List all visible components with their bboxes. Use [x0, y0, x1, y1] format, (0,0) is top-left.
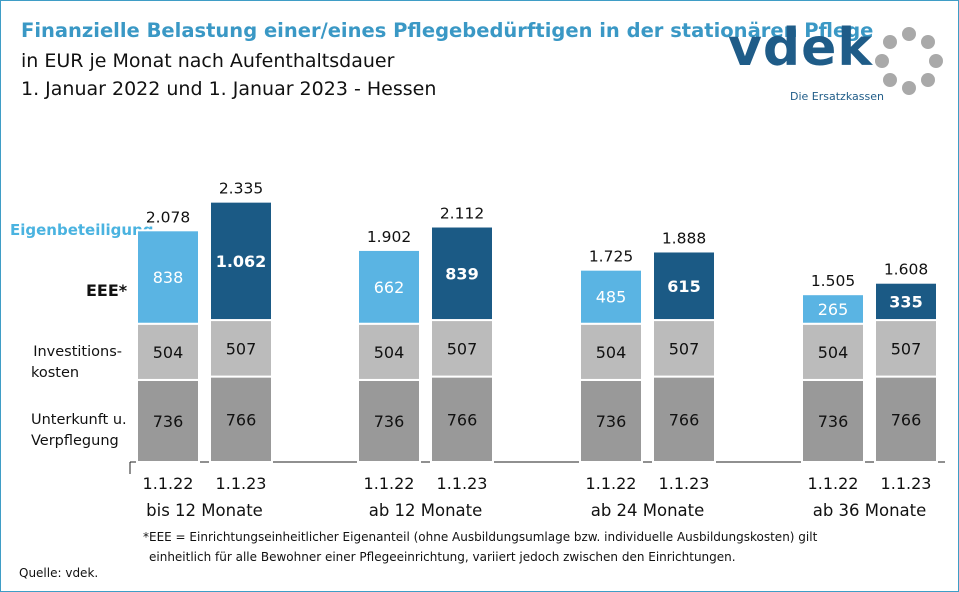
data-label-unterkunft: 766 — [447, 410, 478, 429]
source-note: Quelle: vdek. — [19, 566, 99, 580]
data-label-unterkunft: 736 — [374, 412, 405, 431]
data-label-investition: 507 — [891, 339, 922, 358]
data-label-investition: 507 — [669, 339, 700, 358]
label-unt-line2: Verpflegung — [31, 433, 119, 449]
x-group-label: ab 24 Monate — [591, 501, 705, 520]
bar-segment-unterkunft — [209, 375, 273, 463]
x-group-label: bis 12 Monate — [146, 501, 263, 520]
bar-segment-investition — [579, 322, 643, 381]
x-tick-label-date: 1.1.23 — [881, 474, 932, 493]
data-label-total: 2.078 — [146, 208, 190, 226]
footnote-line1: *EEE = Einrichtungseinheitlicher Eigenan… — [143, 530, 818, 544]
data-label-total: 2.112 — [440, 205, 484, 223]
bar-segment-investition — [874, 319, 938, 378]
data-label-total: 1.505 — [811, 272, 855, 290]
bar-segment-unterkunft — [801, 378, 865, 464]
label-eigenbeteiligung: Eigenbeteiligung — [10, 221, 154, 239]
data-label-eee: 615 — [667, 277, 700, 296]
bar-segment-unterkunft — [874, 375, 938, 463]
x-tick-label-date: 1.1.23 — [659, 474, 710, 493]
bar-segment-eee — [579, 268, 643, 325]
bar-segment-eee — [357, 248, 421, 325]
data-label-investition: 507 — [226, 339, 257, 358]
label-inv-line2: kosten — [31, 365, 80, 381]
footnote-line2: einheitlich für alle Bewohner einer Pfle… — [149, 550, 736, 564]
data-label-unterkunft: 736 — [818, 412, 849, 431]
bar-segment-eee — [874, 281, 938, 322]
bar-segment-eee — [136, 229, 200, 325]
data-label-unterkunft: 736 — [153, 412, 184, 431]
data-label-unterkunft: 736 — [596, 412, 627, 431]
data-label-investition: 504 — [596, 343, 627, 362]
data-label-investition: 504 — [153, 343, 184, 362]
x-group-label: ab 12 Monate — [369, 501, 483, 520]
data-label-unterkunft: 766 — [891, 410, 922, 429]
data-label-eee: 662 — [374, 278, 405, 297]
data-label-investition: 507 — [447, 339, 478, 358]
data-label-eee: 265 — [818, 300, 849, 319]
label-eee: EEE* — [86, 281, 128, 300]
label-investitionskosten: Investitions- kosten — [31, 342, 122, 384]
data-label-total: 2.335 — [219, 180, 263, 198]
x-group-label: ab 36 Monate — [813, 501, 927, 520]
data-label-eee: 485 — [596, 288, 627, 307]
bar-segment-investition — [357, 322, 421, 381]
data-label-total: 1.608 — [884, 261, 928, 279]
label-unt-line1: Unterkunft u. — [31, 412, 127, 428]
x-tick-label-date: 1.1.22 — [143, 474, 194, 493]
vdek-logo: vdek Die Ersatzkassen — [724, 18, 944, 104]
x-tick-label-date: 1.1.22 — [586, 474, 637, 493]
bar-segment-unterkunft — [652, 375, 716, 463]
data-label-total: 1.888 — [662, 229, 706, 247]
bar-segment-unterkunft — [357, 378, 421, 464]
data-label-investition: 504 — [818, 343, 849, 362]
chart-dates: 1. Januar 2022 und 1. Januar 2023 - Hess… — [21, 78, 437, 100]
data-label-eee: 839 — [445, 264, 478, 283]
chart-subtitle: in EUR je Monat nach Aufenthaltsdauer — [21, 50, 395, 72]
footnote: *EEE = Einrichtungseinheitlicher Eigenan… — [143, 527, 817, 567]
data-label-eee: 838 — [153, 268, 184, 287]
label-unterkunft: Unterkunft u. Verpflegung — [31, 410, 127, 452]
data-label-eee: 1.062 — [216, 252, 267, 271]
data-label-unterkunft: 766 — [226, 410, 257, 429]
data-label-investition: 504 — [374, 343, 405, 362]
data-label-eee: 335 — [889, 292, 922, 311]
x-tick-label-date: 1.1.23 — [437, 474, 488, 493]
bar-segment-eee — [209, 200, 273, 322]
chart-title: Finanzielle Belastung einer/eines Pflege… — [21, 19, 874, 42]
x-tick-label-date: 1.1.22 — [808, 474, 859, 493]
logo-tagline: Die Ersatzkassen — [790, 90, 884, 103]
logo-wordmark: vdek — [728, 18, 873, 78]
data-label-unterkunft: 766 — [669, 410, 700, 429]
bar-segment-eee — [652, 250, 716, 322]
data-label-total: 1.902 — [367, 228, 411, 246]
bar-segment-eee — [430, 225, 494, 322]
logo-ring-icon — [875, 27, 943, 95]
bar-segment-unterkunft — [136, 378, 200, 464]
label-inv-line1: Investitions- — [33, 344, 122, 360]
data-label-total: 1.725 — [589, 248, 633, 266]
bar-segment-eee — [801, 293, 865, 325]
x-tick-label-date: 1.1.23 — [216, 474, 267, 493]
x-tick-label-date: 1.1.22 — [364, 474, 415, 493]
